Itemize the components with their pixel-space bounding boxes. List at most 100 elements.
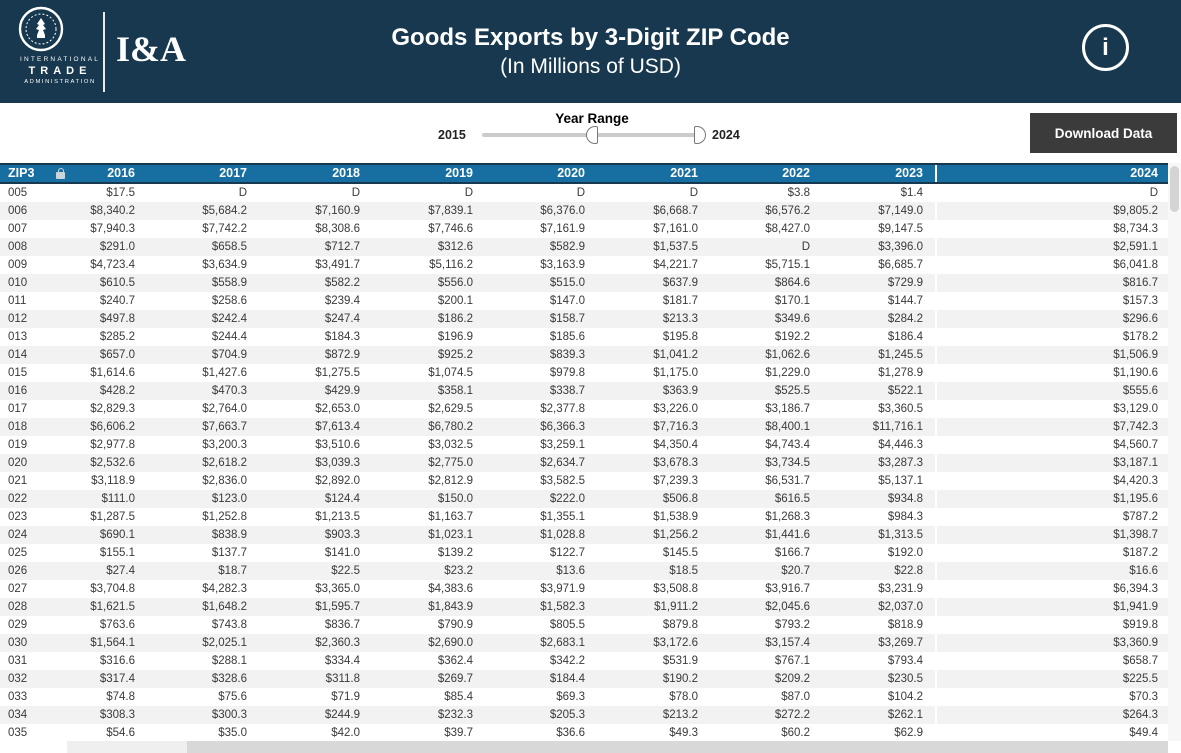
value-cell: $1,278.9 [878, 367, 923, 379]
column-header-2023[interactable]: 2023 [895, 166, 923, 180]
value-cell: $209.2 [774, 673, 810, 685]
value-cell: $1,213.5 [315, 511, 360, 523]
value-cell: $497.8 [99, 313, 135, 325]
value-cell: $338.7 [549, 385, 585, 397]
value-cell: $18.5 [669, 565, 698, 577]
value-cell: $1,843.9 [428, 601, 473, 613]
table-row: 005 $17.5 D D D D D $3.8 $1.4 D [0, 184, 1168, 202]
value-cell: $2,836.0 [202, 475, 247, 487]
column-header-2021[interactable]: 2021 [670, 166, 698, 180]
value-cell: $242.4 [211, 313, 247, 325]
value-cell: $3,269.7 [878, 637, 923, 649]
value-cell: $317.4 [99, 673, 135, 685]
value-cell: $3,360.5 [878, 403, 923, 415]
value-cell: $288.1 [211, 655, 247, 667]
zip-table-body: 005 $17.5 D D D D D $3.8 $1.4 D 006 $8,340.2 $5,684.… [0, 184, 1168, 742]
value-cell: $934.8 [887, 493, 923, 505]
table-header-row: ZIP3 2016 2017 2018 2019 2020 2021 2022 2023 202… [0, 163, 1168, 184]
column-header-zip3[interactable]: ZIP3 [0, 165, 90, 182]
value-cell: $155.1 [99, 547, 135, 559]
value-cell: $818.9 [887, 619, 923, 631]
value-cell: $6,394.3 [935, 580, 1168, 598]
value-cell: $1,163.7 [428, 511, 473, 523]
table-row: 034 $308.3 $300.3 $244.9 $232.3 $205.3 $213.2 $… [0, 706, 1168, 724]
download-data-button[interactable]: Download Data [1030, 113, 1177, 153]
value-cell: $7,239.3 [653, 475, 698, 487]
value-cell: $1,398.7 [935, 526, 1168, 544]
value-cell: $919.8 [935, 616, 1168, 634]
zip-cell: 026 [8, 565, 28, 577]
year-range-slider-track[interactable] [482, 126, 706, 144]
zip-exports-table: ZIP3 2016 2017 2018 2019 2020 2021 2022 2023 202… [0, 163, 1168, 742]
value-cell: $4,560.7 [935, 436, 1168, 454]
value-cell: $8,340.2 [90, 205, 135, 217]
table-row: 029 $763.6 $743.8 $836.7 $790.9 $805.5 $879.8 $… [0, 616, 1168, 634]
vertical-scrollbar[interactable] [1168, 163, 1181, 741]
year-range-slider-handle-end[interactable] [694, 126, 706, 144]
value-cell: $7,161.0 [653, 223, 698, 235]
value-cell: $158.7 [549, 313, 585, 325]
value-cell: $192.0 [887, 547, 923, 559]
value-cell: $1,564.1 [90, 637, 135, 649]
value-cell: $984.3 [887, 511, 923, 523]
value-cell: $87.0 [781, 691, 810, 703]
value-cell: $2,037.0 [878, 601, 923, 613]
value-cell: $2,629.5 [428, 403, 473, 415]
value-cell: $2,812.9 [428, 475, 473, 487]
value-cell: $7,149.0 [878, 205, 923, 217]
value-cell: $3,287.3 [878, 457, 923, 469]
value-cell: $342.2 [549, 655, 585, 667]
value-cell: $316.6 [99, 655, 135, 667]
value-cell: $2,045.6 [765, 601, 810, 613]
horizontal-scrollbar[interactable] [0, 741, 1168, 753]
vertical-scrollbar-thumb[interactable] [1170, 166, 1179, 212]
info-icon[interactable]: i [1082, 24, 1129, 71]
value-cell: $8,427.0 [765, 223, 810, 235]
year-range-slider-handle-start[interactable] [586, 126, 598, 144]
column-header-2024[interactable]: 2024 [935, 165, 1168, 182]
value-cell: $23.2 [444, 565, 473, 577]
value-cell: $60.2 [781, 727, 810, 739]
value-cell: $85.4 [444, 691, 473, 703]
value-cell: $284.2 [887, 313, 923, 325]
value-cell: $200.1 [437, 295, 473, 307]
value-cell: $312.6 [437, 241, 473, 253]
value-cell: $657.0 [99, 349, 135, 361]
org-line-administration: ADMINISTRATION [24, 79, 96, 85]
value-cell: $3,172.6 [653, 637, 698, 649]
value-cell: $556.0 [437, 277, 473, 289]
column-header-2019[interactable]: 2019 [445, 166, 473, 180]
unit-name: I&A [116, 29, 186, 69]
zip-cell: 033 [8, 691, 28, 703]
column-header-2020[interactable]: 2020 [557, 166, 585, 180]
value-cell: $2,025.1 [202, 637, 247, 649]
column-header-2022[interactable]: 2022 [782, 166, 810, 180]
value-cell: $3,491.7 [315, 259, 360, 271]
value-cell: $3,039.3 [315, 457, 360, 469]
table-row: 014 $657.0 $704.9 $872.9 $925.2 $839.3 $1,041.… [0, 346, 1168, 364]
value-cell: $7,742.3 [935, 418, 1168, 436]
value-cell: $272.2 [774, 709, 810, 721]
column-header-2017[interactable]: 2017 [219, 166, 247, 180]
column-header-2018[interactable]: 2018 [332, 166, 360, 180]
value-cell: $166.7 [774, 547, 810, 559]
horizontal-scrollbar-thumb[interactable] [187, 741, 1168, 753]
year-range-min-label: 2015 [438, 128, 466, 142]
column-header-2016[interactable]: 2016 [107, 166, 135, 180]
value-cell: $637.9 [662, 277, 698, 289]
zip-cell: 028 [8, 601, 28, 613]
table-row: 025 $155.1 $137.7 $141.0 $139.2 $122.7 $145.5 $… [0, 544, 1168, 562]
value-cell: $74.8 [106, 691, 135, 703]
value-cell: $658.7 [935, 652, 1168, 670]
value-cell: $1,582.3 [540, 601, 585, 613]
zip-cell: 022 [8, 493, 28, 505]
value-cell: $582.2 [324, 277, 360, 289]
value-cell: $42.0 [331, 727, 360, 739]
table-row: 020 $2,532.6 $2,618.2 $3,039.3 $2,775.0 $2,63… [0, 454, 1168, 472]
value-cell: $1,256.2 [653, 529, 698, 541]
value-cell: $363.9 [662, 385, 698, 397]
table-row: 007 $7,940.3 $7,742.2 $8,308.6 $7,746.6 $7,16… [0, 220, 1168, 238]
value-cell: $839.3 [549, 349, 585, 361]
value-cell: $1,195.6 [935, 490, 1168, 508]
value-cell: $690.1 [99, 529, 135, 541]
